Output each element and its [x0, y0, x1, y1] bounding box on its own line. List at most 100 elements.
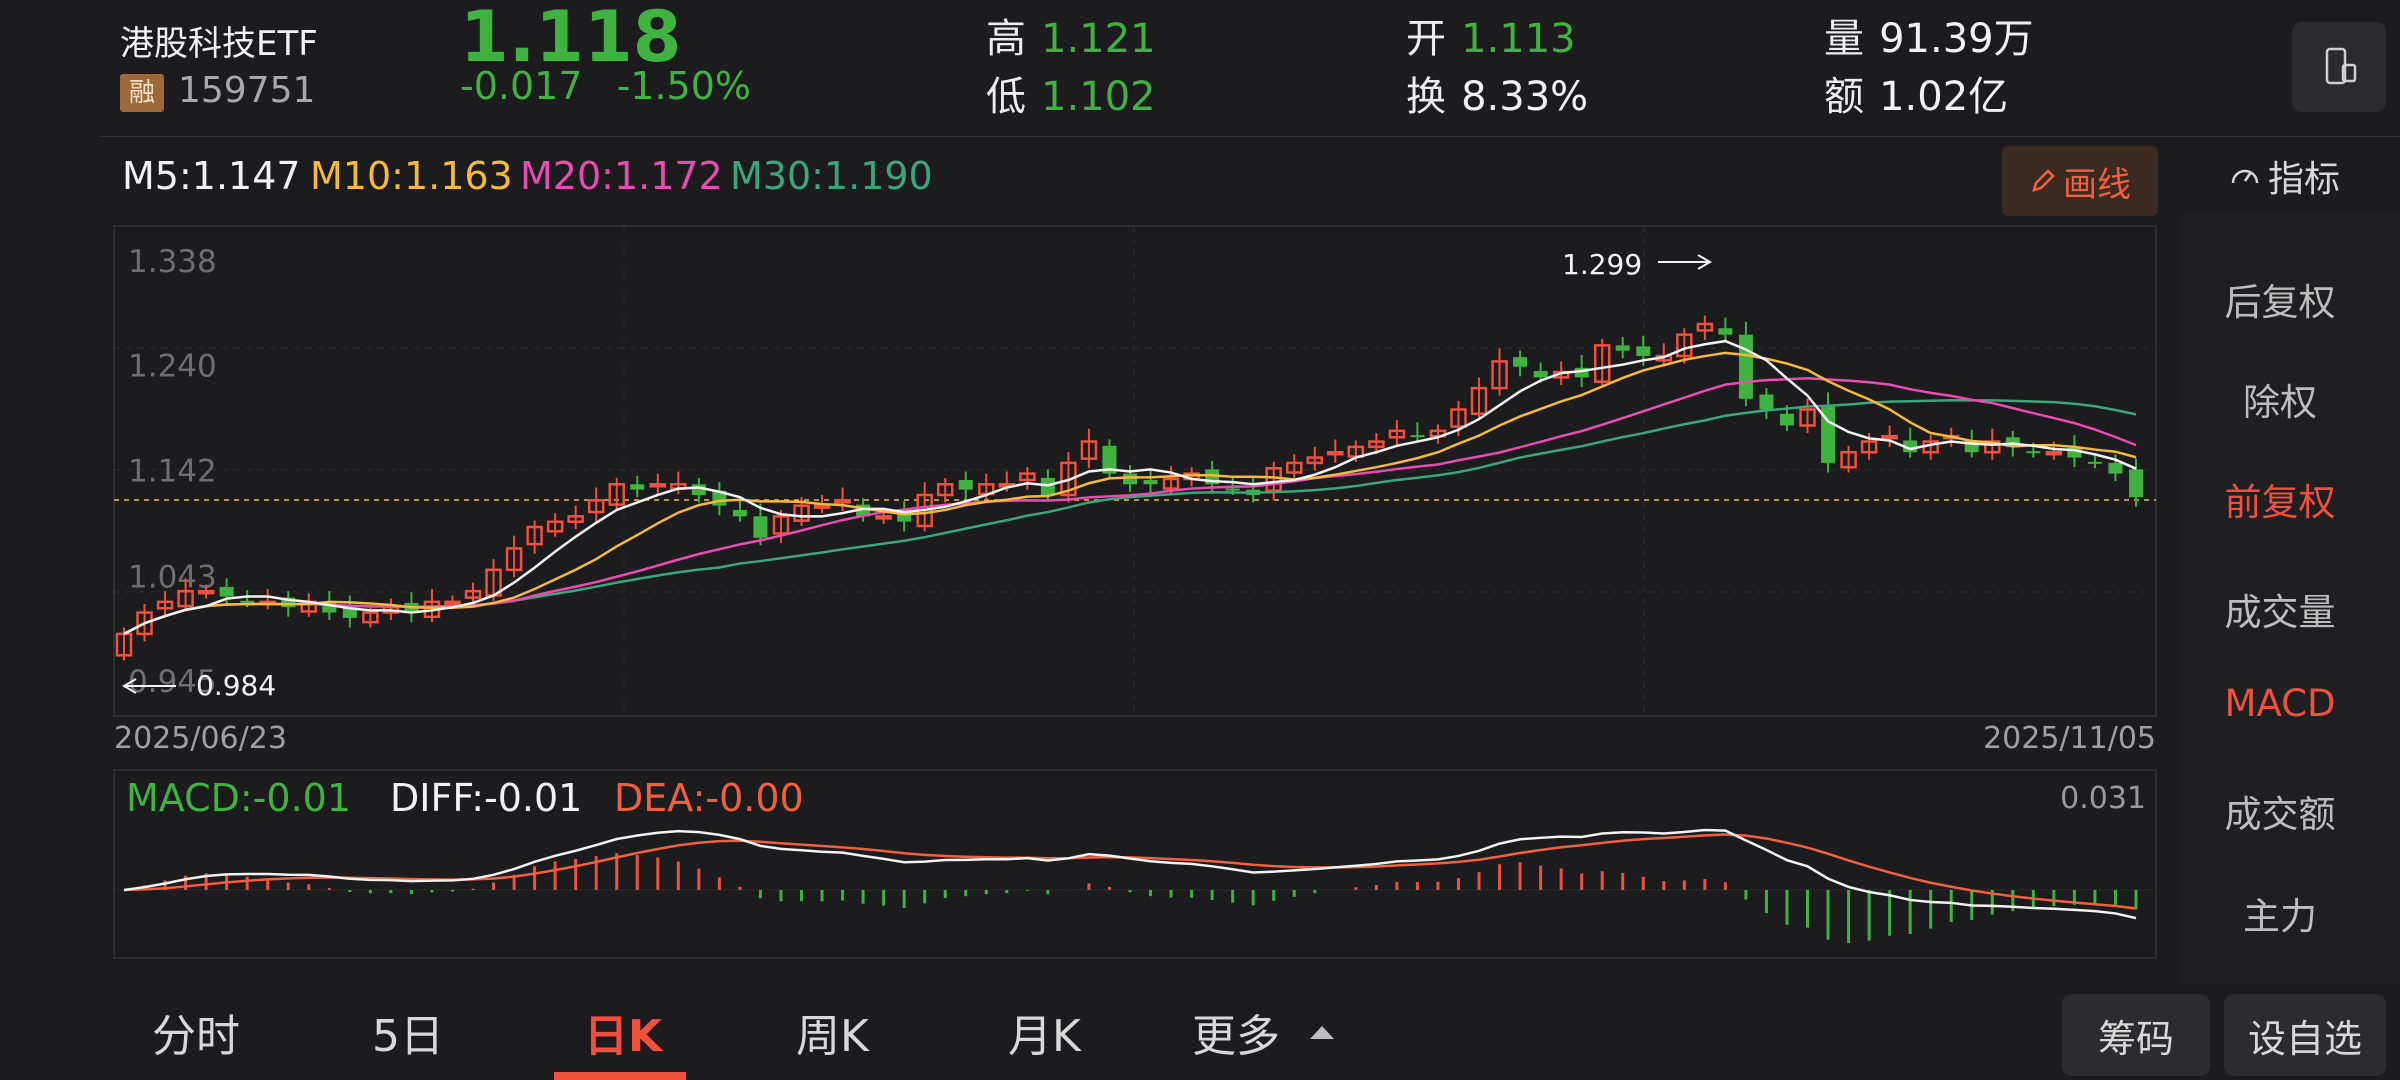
candle-up — [567, 515, 584, 523]
high-stat: 高 1.121 — [986, 6, 1156, 64]
candle-up — [1388, 429, 1406, 439]
min-arrow-head — [122, 678, 137, 694]
candle-up — [177, 589, 194, 608]
candle-up — [1162, 477, 1180, 490]
candle-down — [1738, 334, 1753, 399]
candle-up — [813, 504, 831, 509]
turnover-value: 8.33% — [1461, 74, 1589, 120]
landscape-toggle-button[interactable] — [2292, 22, 2386, 112]
tab-weekly-k[interactable]: 周K — [796, 1011, 869, 1062]
candle-up — [444, 600, 461, 606]
macd-lines — [123, 828, 2137, 920]
candle-down — [2067, 447, 2082, 458]
candle-up — [1327, 450, 1344, 456]
tab-5day[interactable]: 5日 — [372, 1011, 444, 1062]
ma5-label: M5:1.147 — [122, 154, 301, 198]
candle-up — [1676, 333, 1693, 358]
ma30-label: M30:1.190 — [730, 154, 933, 198]
candle-up — [464, 589, 482, 599]
candle-up — [2045, 450, 2063, 456]
candle-down — [1533, 371, 1548, 378]
candle-up — [546, 520, 564, 533]
candle-up — [793, 504, 810, 522]
turnover-stat: 换 8.33% — [1406, 64, 1588, 122]
candle-up — [1860, 440, 1878, 454]
date-end-label: 2025/11/05 — [1983, 721, 2156, 756]
candle-up — [136, 611, 153, 636]
candle-up — [1060, 461, 1077, 497]
diff-value-label: DIFF:-0.01 — [390, 776, 583, 820]
indicator-button[interactable]: 指标 — [2228, 150, 2340, 202]
min-price-label: 0.984 — [196, 669, 276, 702]
tab-more[interactable]: 更多 — [1192, 1000, 1336, 1064]
max-price-label: 1.299 — [1562, 248, 1642, 281]
security-code: 159751 — [178, 70, 316, 111]
macd-top-value: 0.031 — [2060, 781, 2146, 816]
candle-down — [1410, 435, 1425, 438]
macd-histogram — [143, 853, 2138, 944]
volume-label: 量 — [1824, 16, 1864, 62]
candle-up — [362, 611, 379, 624]
volume-stat: 量 91.39万 — [1824, 6, 2034, 64]
max-arrow-head — [1697, 254, 1712, 270]
candle-up — [1306, 456, 1324, 465]
tab-monthly-k[interactable]: 月K — [1008, 1011, 1081, 1062]
pencil-icon — [2032, 169, 2055, 192]
tab-daily-k[interactable]: 日K — [584, 1011, 663, 1062]
moving-average-lines — [123, 339, 2137, 636]
price-change: -0.017 -1.50% — [460, 64, 751, 108]
candle-down — [322, 601, 337, 613]
draw-line-button[interactable]: 画线 — [2002, 146, 2158, 216]
low-stat: 低 1.102 — [986, 64, 1156, 122]
candle-up — [1470, 386, 1488, 416]
side-item-ex-rights[interactable]: 除权 — [2243, 381, 2317, 424]
ma20-label: M20:1.172 — [520, 154, 723, 198]
ma10-line — [123, 351, 2137, 636]
candle-up — [156, 600, 174, 610]
candle-up — [197, 589, 215, 595]
candle-up — [1881, 434, 1898, 440]
dea-line — [123, 833, 2137, 910]
candle-down — [630, 484, 645, 490]
candle-down — [342, 608, 357, 618]
candle-up — [936, 483, 954, 497]
y-tick-label: 1.240 — [128, 349, 217, 385]
candle-down — [897, 512, 912, 522]
candle-up — [772, 515, 790, 535]
candle-down — [1513, 357, 1528, 367]
side-item-amount[interactable]: 成交额 — [2224, 793, 2336, 836]
phone-rotate-icon — [2325, 47, 2357, 85]
candlesticks — [115, 315, 2143, 661]
candle-up — [1265, 467, 1282, 492]
candle-down — [1615, 345, 1630, 351]
side-item-main-force[interactable]: 主力 — [2243, 895, 2317, 938]
candle-down — [732, 509, 747, 517]
candle-down — [1123, 473, 1137, 485]
low-value: 1.102 — [1041, 74, 1156, 120]
candle-down — [1903, 440, 1918, 453]
side-item-post-adjusted[interactable]: 后复权 — [2224, 281, 2336, 324]
candle-down — [2108, 462, 2123, 474]
max-annotation: 1.299 — [1562, 248, 1712, 281]
indicator-label: 指标 — [2268, 159, 2341, 200]
candle-up — [649, 483, 667, 488]
y-tick-label: 1.142 — [128, 453, 217, 489]
chips-button[interactable]: 筹码 — [2062, 994, 2210, 1076]
security-name: 港股科技ETF — [120, 24, 318, 64]
y-axis-labels: 1.338 1.240 1.142 1.043 0.945 — [128, 244, 217, 700]
change-value: -0.017 — [460, 64, 583, 108]
ma5-line — [123, 339, 2137, 636]
min-annotation: 0.984 — [122, 669, 276, 702]
side-item-macd[interactable]: MACD — [2224, 682, 2336, 725]
side-item-pre-adjusted[interactable]: 前复权 — [2224, 481, 2336, 524]
gauge-icon — [2231, 169, 2259, 184]
tab-intraday[interactable]: 分时 — [152, 1011, 240, 1062]
add-watchlist-button[interactable]: 设自选 — [2224, 994, 2386, 1076]
side-item-volume[interactable]: 成交量 — [2224, 591, 2336, 634]
date-start-label: 2025/06/23 — [114, 721, 287, 756]
candle-down — [1779, 413, 1794, 426]
candle-down — [219, 586, 234, 597]
low-label: 低 — [986, 74, 1026, 120]
candle-up — [1285, 461, 1303, 474]
